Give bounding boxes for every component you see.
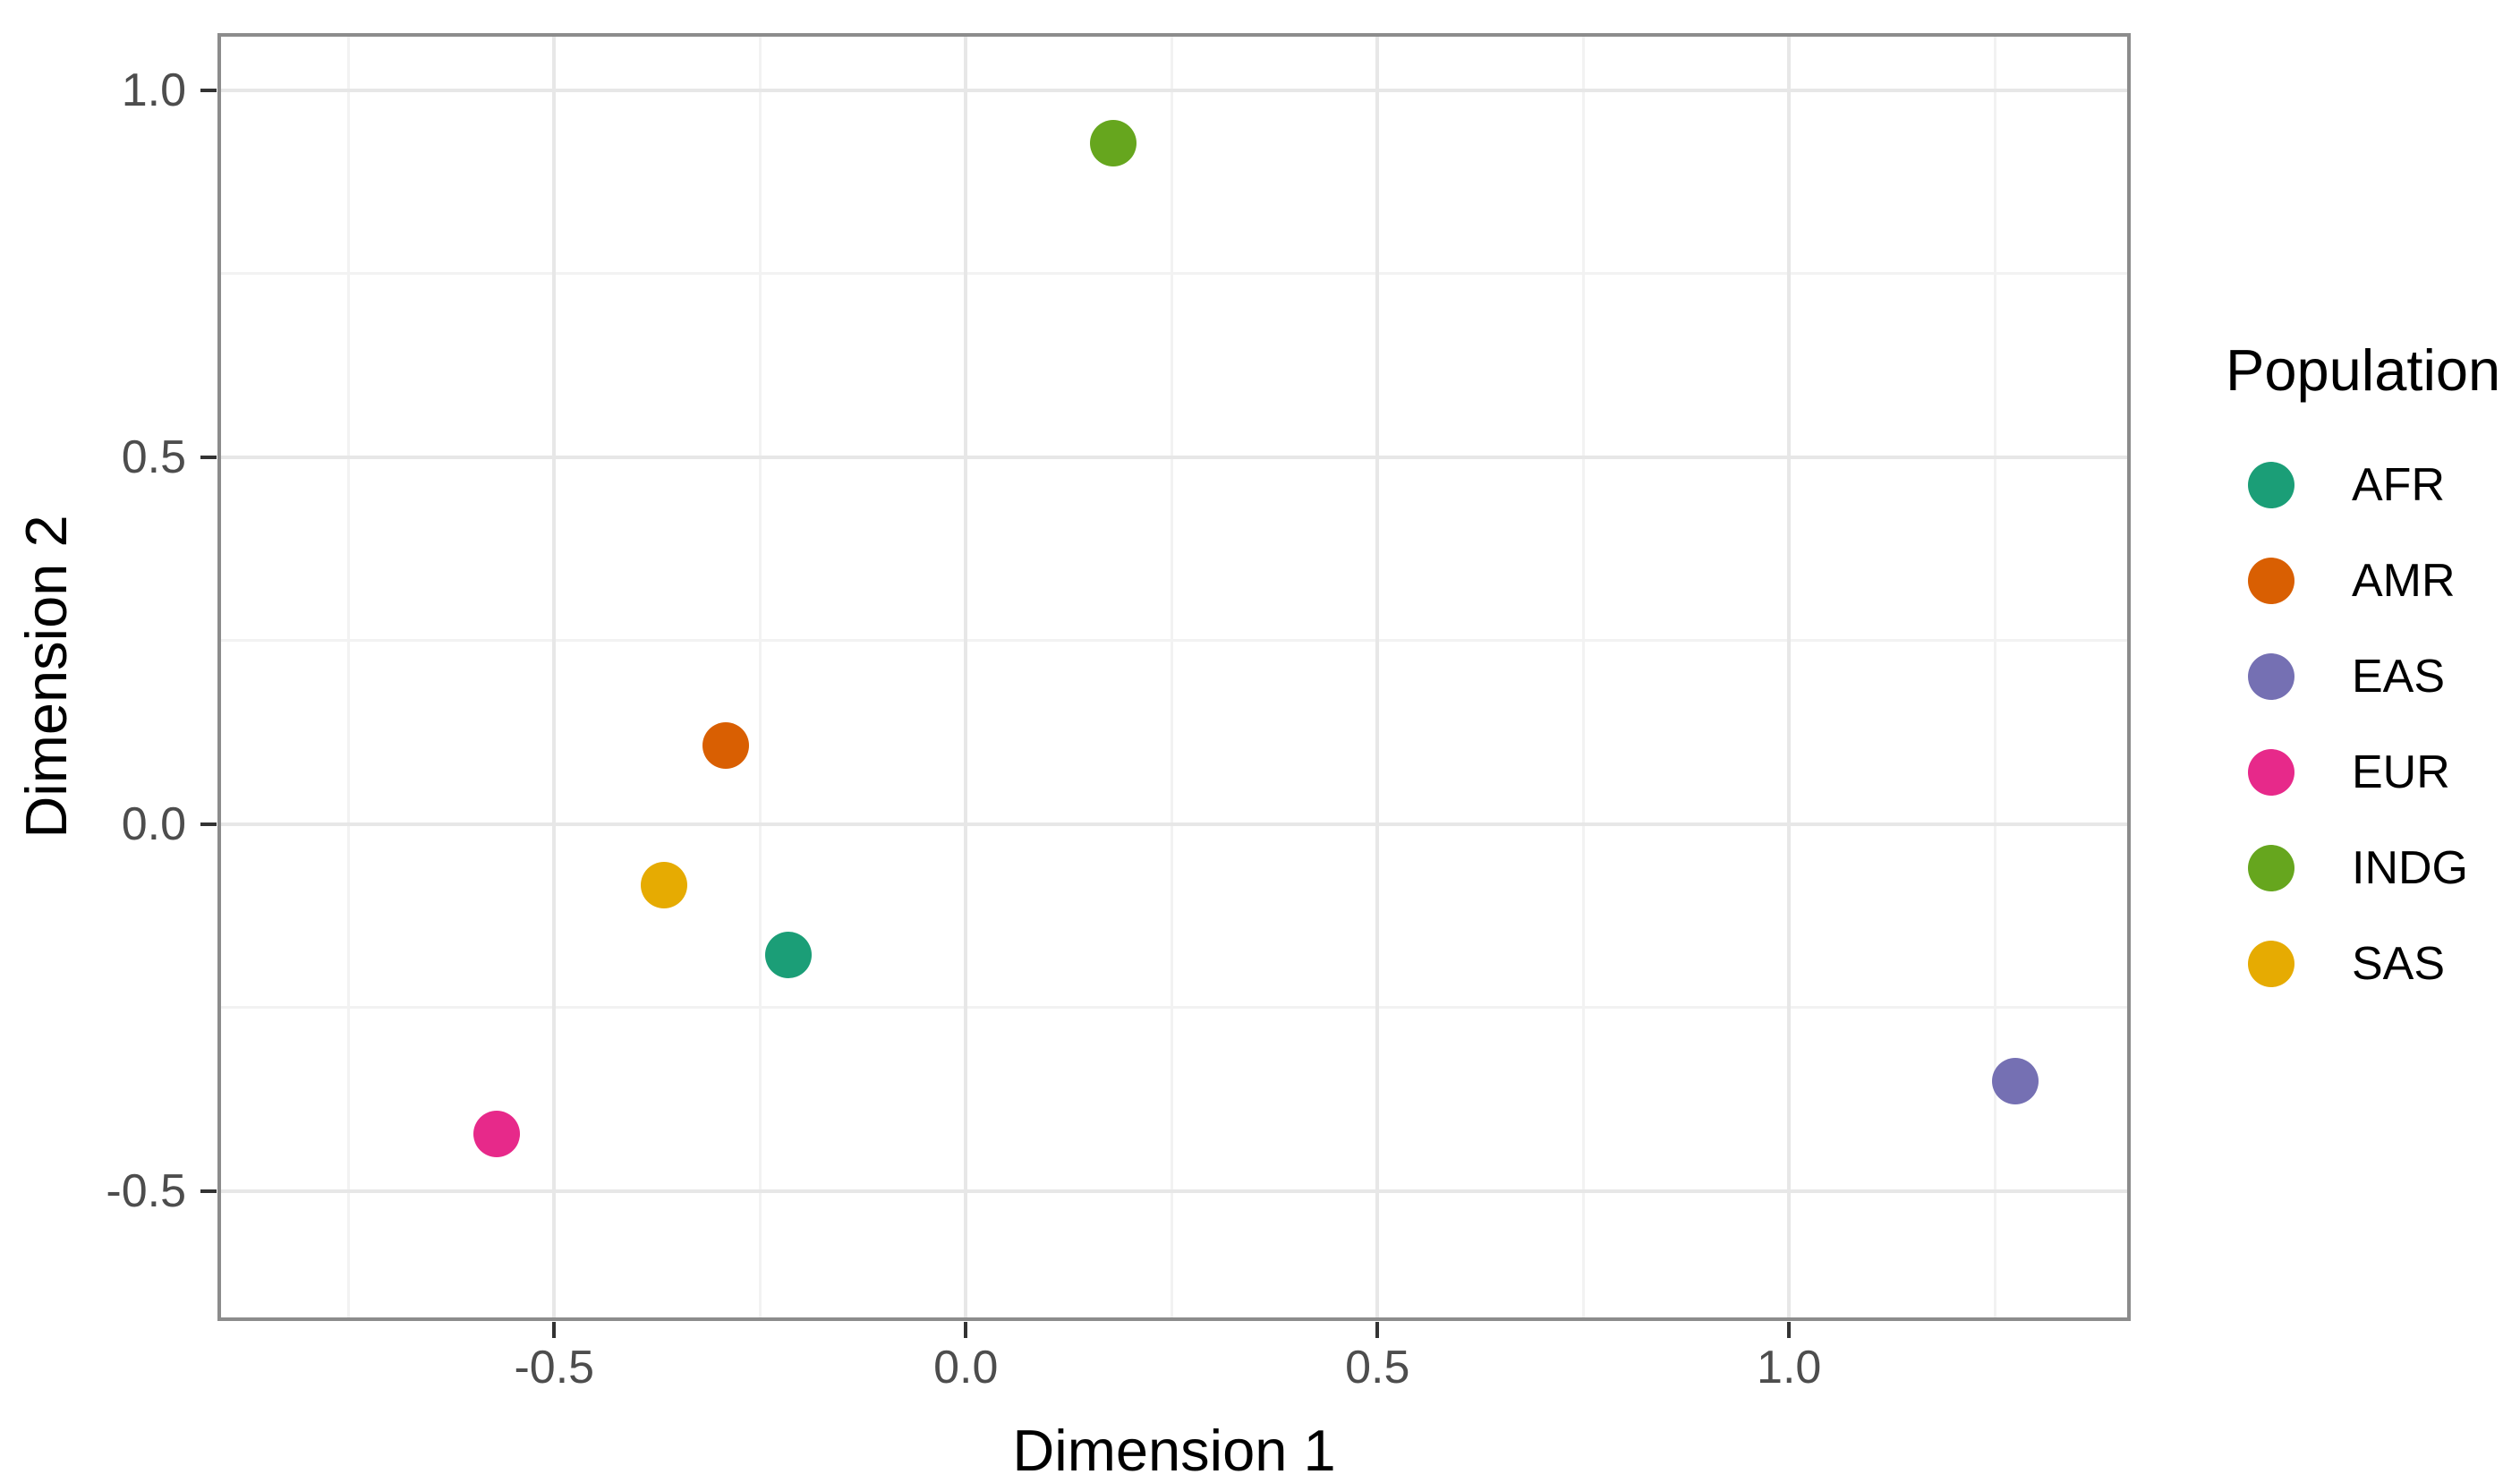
x-tick-mark — [964, 1322, 968, 1338]
legend-swatch-eur — [2248, 749, 2294, 796]
plot-panel — [217, 33, 2131, 1321]
legend-label-eur: EUR — [2352, 746, 2450, 798]
data-point-eur — [472, 1110, 520, 1157]
x-tick-mark — [552, 1322, 557, 1338]
gridline-y-major — [217, 822, 2131, 826]
gridline-y-major — [217, 1189, 2131, 1193]
legend-swatch-indg — [2248, 845, 2294, 891]
y-tick-label: 1.0 — [121, 64, 186, 116]
legend-item-amr: AMR — [2248, 534, 2456, 627]
x-tick-mark — [1787, 1322, 1792, 1338]
y-tick-label: -0.5 — [106, 1164, 186, 1217]
legend-label-indg: INDG — [2352, 842, 2468, 894]
gridline-y-minor — [217, 639, 2131, 643]
data-point-indg — [1089, 119, 1137, 166]
gridline-x-major — [552, 33, 557, 1321]
gridline-x-minor — [346, 33, 350, 1321]
y-tick-mark — [200, 822, 217, 826]
x-tick-label: 1.0 — [1757, 1342, 1822, 1394]
gridline-x-major — [1375, 33, 1380, 1321]
gridline-x-major — [1787, 33, 1792, 1321]
legend-label-eas: EAS — [2352, 651, 2446, 703]
gridline-x-major — [964, 33, 968, 1321]
x-axis-title: Dimension 1 — [1012, 1418, 1336, 1483]
legend-swatch-eas — [2248, 653, 2294, 700]
legend-label-afr: AFR — [2352, 459, 2445, 511]
legend-item-afr: AFR — [2248, 439, 2445, 532]
x-tick-label: 0.0 — [933, 1342, 999, 1394]
y-tick-mark — [200, 88, 217, 92]
data-point-afr — [765, 931, 813, 978]
x-tick-mark — [1375, 1322, 1380, 1338]
gridline-y-major — [217, 455, 2131, 459]
gridline-x-minor — [1581, 33, 1585, 1321]
gridline-x-minor — [758, 33, 762, 1321]
y-tick-mark — [200, 1189, 217, 1193]
gridline-y-minor — [217, 1006, 2131, 1010]
data-point-sas — [640, 861, 687, 908]
legend-title: Population — [2226, 337, 2501, 403]
gridline-y-major — [217, 88, 2131, 92]
y-tick-mark — [200, 455, 217, 459]
y-tick-label: 0.5 — [121, 430, 186, 483]
gridline-x-minor — [1993, 33, 1996, 1321]
legend-item-indg: INDG — [2248, 822, 2468, 915]
x-tick-label: 0.5 — [1345, 1342, 1410, 1394]
legend-swatch-amr — [2248, 558, 2294, 604]
legend-item-eas: EAS — [2248, 630, 2445, 723]
data-point-amr — [702, 722, 749, 770]
legend-label-sas: SAS — [2352, 938, 2446, 990]
gridline-x-minor — [1170, 33, 1173, 1321]
legend-item-eur: EUR — [2248, 726, 2450, 819]
data-point-eas — [1992, 1057, 2039, 1104]
y-axis-title: Dimension 2 — [13, 515, 79, 839]
legend-swatch-sas — [2248, 941, 2294, 987]
gridline-y-minor — [217, 272, 2131, 276]
y-tick-label: 0.0 — [121, 797, 186, 850]
legend-label-amr: AMR — [2352, 555, 2456, 607]
x-tick-label: -0.5 — [514, 1342, 595, 1394]
legend-swatch-afr — [2248, 462, 2294, 508]
legend-item-sas: SAS — [2248, 917, 2445, 1010]
